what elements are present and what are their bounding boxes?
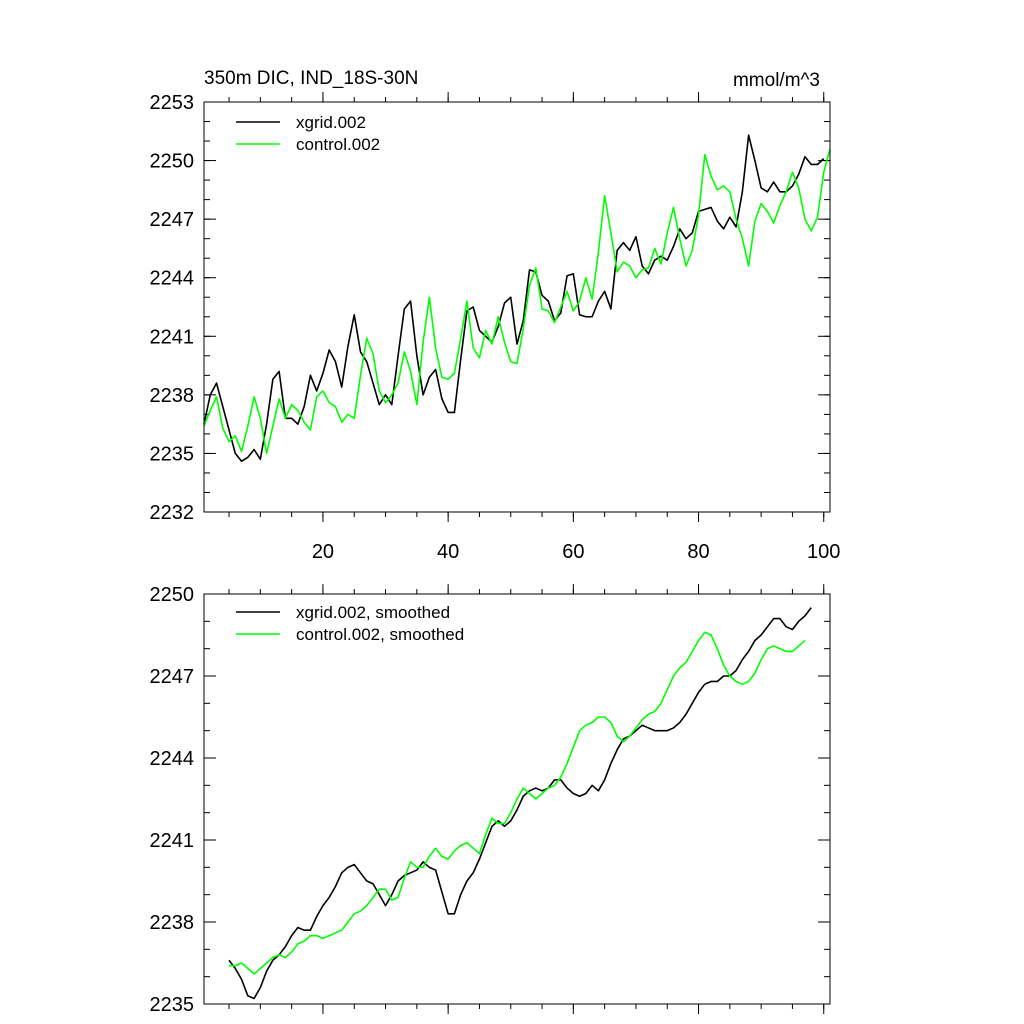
y-tick-label: 2238 bbox=[150, 912, 195, 934]
series-line-xgrid bbox=[203, 134, 825, 463]
y-tick-label: 2241 bbox=[150, 830, 195, 852]
top-chart-series bbox=[203, 134, 831, 463]
y-tick-label: 2253 bbox=[150, 92, 195, 114]
units-label: mmol/m^3 bbox=[733, 70, 820, 91]
series-line-control bbox=[229, 631, 806, 975]
bottom-chart-frame bbox=[203, 593, 831, 1005]
legend-label: xgrid.002, smoothed bbox=[296, 603, 450, 622]
chart-title: 350m DIC, IND_18S-30N bbox=[204, 68, 418, 89]
bottom-chart-series bbox=[228, 607, 812, 1000]
legend-label: control.002 bbox=[296, 135, 380, 154]
top-chart-panel: 350m DIC, IND_18S-30N mmol/m^3 223222352… bbox=[150, 68, 841, 563]
x-tick-label: 20 bbox=[312, 541, 334, 563]
x-tick-label: 40 bbox=[437, 541, 459, 563]
x-tick-label: 80 bbox=[687, 541, 709, 563]
legend-label: xgrid.002 bbox=[296, 113, 366, 132]
y-tick-label: 2250 bbox=[150, 584, 195, 606]
y-tick-label: 2250 bbox=[150, 151, 195, 173]
legend-label: control.002, smoothed bbox=[296, 625, 464, 644]
y-tick-label: 2235 bbox=[150, 443, 195, 465]
bottom-chart-panel: 2235 2238 2241 2244 2247 2250 xgrid.002, smoo… bbox=[150, 584, 831, 1016]
top-chart-ticks: 2232 2235 2238 2241 2244 2247 2250 2253 20 40 60 80… bbox=[150, 92, 840, 563]
y-tick-label: 2232 bbox=[150, 502, 195, 524]
series-line-control bbox=[203, 148, 831, 455]
y-tick-label: 2244 bbox=[150, 748, 195, 770]
x-tick-label: 60 bbox=[562, 541, 584, 563]
x-tick-label: 100 bbox=[807, 541, 840, 563]
top-chart-legend: xgrid.002 control.002 bbox=[236, 113, 380, 154]
y-tick-label: 2247 bbox=[150, 209, 195, 231]
series-line-xgrid bbox=[228, 607, 812, 1000]
y-tick-label: 2235 bbox=[150, 994, 195, 1016]
top-chart-frame bbox=[203, 101, 831, 513]
y-tick-label: 2241 bbox=[150, 326, 195, 348]
y-tick-label: 2244 bbox=[150, 268, 195, 290]
bottom-chart-legend: xgrid.002, smoothed control.002, smoothed bbox=[236, 603, 464, 644]
y-tick-label: 2247 bbox=[150, 666, 195, 688]
y-tick-label: 2238 bbox=[150, 385, 195, 407]
